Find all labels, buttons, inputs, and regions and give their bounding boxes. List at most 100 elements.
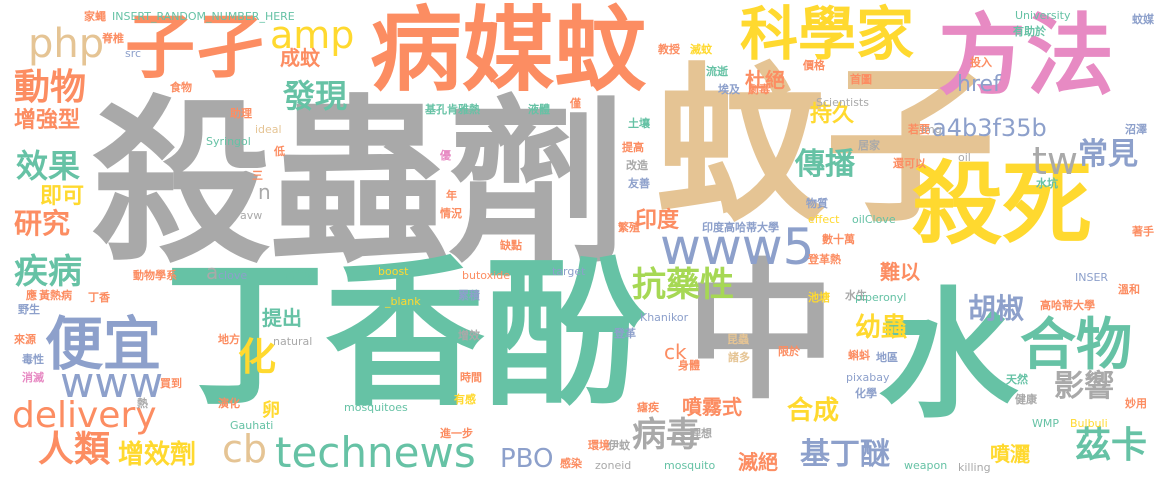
word: 繁殖: [618, 221, 640, 234]
word: 友善: [628, 177, 650, 190]
word: 難以: [880, 260, 920, 284]
word: 高哈蒂大學: [1040, 299, 1095, 312]
word: WMP: [1032, 417, 1060, 430]
word: weapon: [904, 459, 948, 472]
word: 滅絕: [738, 450, 778, 474]
word: 環境: [588, 439, 610, 452]
word: 伊蚊: [608, 439, 630, 452]
word: 蝌蚪: [848, 349, 870, 362]
word: 有感: [454, 393, 476, 406]
word: 提出: [262, 306, 302, 330]
word: 噴霧式: [682, 395, 742, 419]
word: a: [206, 260, 219, 284]
word: 液體: [528, 103, 550, 116]
word: 蚊子: [655, 48, 996, 246]
word: 感染: [560, 457, 582, 470]
word: 中: [686, 246, 837, 420]
word: technews: [275, 428, 476, 477]
word: 價格: [803, 59, 825, 72]
word: 傳播: [795, 147, 855, 182]
word: 有助於: [1013, 25, 1046, 38]
word: tw: [1032, 139, 1078, 183]
word: 劇毒: [748, 83, 770, 96]
word: 殺蟲劑: [92, 80, 626, 287]
word: 發現: [283, 77, 348, 115]
word: 著手: [1132, 225, 1154, 238]
word: University: [1015, 9, 1071, 22]
word: 胡椒: [968, 292, 1025, 325]
word: www5: [660, 218, 815, 276]
word: 方法: [938, 4, 1115, 107]
word: oilClove: [852, 213, 896, 226]
word: mosquitoes: [344, 401, 408, 414]
word: 物質: [806, 197, 828, 210]
word: avw: [240, 209, 263, 222]
word: 增強型: [14, 108, 81, 133]
word: 地方: [218, 333, 240, 346]
word: mosquito: [664, 459, 716, 472]
word: delivery: [12, 395, 157, 436]
word: 增效: [458, 329, 480, 342]
word: ck: [664, 340, 687, 364]
word: 茲卡: [1075, 425, 1148, 466]
word: 缺點: [500, 239, 522, 252]
word: 還可以: [893, 157, 926, 170]
word: 合物: [1020, 313, 1132, 378]
word: 食物: [170, 81, 192, 94]
word: 健康: [1015, 393, 1037, 406]
word: 丁香酚: [165, 241, 646, 428]
word: 卵: [262, 400, 280, 421]
word: _blank: [385, 295, 421, 308]
word: Scientists: [816, 96, 869, 109]
word: 身體: [678, 359, 700, 372]
word: 溫和: [1118, 283, 1140, 296]
word: 化學: [855, 387, 877, 400]
word: 低: [274, 145, 285, 158]
word: 科學家: [740, 0, 915, 68]
word: 研究: [14, 207, 71, 240]
word: 優: [440, 149, 451, 162]
word: 毒性: [22, 353, 44, 366]
word: natural: [273, 335, 313, 348]
word: PBO: [500, 444, 554, 474]
word: 影響: [1054, 369, 1114, 404]
word: 水: [878, 275, 1019, 438]
word: 助理: [230, 107, 252, 120]
word: killing: [958, 461, 991, 474]
word: 買到: [160, 377, 182, 390]
word: 若要: [908, 123, 930, 136]
word: 化: [238, 335, 277, 379]
word: 丁香: [88, 291, 110, 304]
word: 幼蟲: [855, 313, 908, 343]
word: 動物學系: [133, 269, 177, 282]
word: 流逝: [706, 65, 728, 78]
word: 土壤: [628, 117, 650, 130]
word: 脊椎: [102, 32, 124, 45]
word: zoneid: [595, 459, 632, 472]
word: 改造: [626, 159, 648, 172]
word: target: [552, 265, 586, 278]
word: 教授: [658, 43, 680, 56]
word: a4b3f35b: [932, 114, 1047, 142]
word: 印度: [635, 208, 680, 233]
word: cb: [222, 427, 268, 471]
word: 即可: [40, 184, 85, 209]
word: 殺死: [912, 152, 1092, 257]
word: effect: [808, 213, 840, 226]
word: 水生: [845, 289, 867, 302]
word: 增效劑: [118, 440, 197, 470]
word: 熱: [137, 397, 148, 410]
word: 地區: [876, 351, 898, 364]
word: 時間: [460, 371, 482, 384]
word: 進一步: [440, 427, 473, 440]
word: 家蠅: [84, 10, 106, 23]
word: 基孔肯雅熱: [425, 103, 480, 116]
word: 基丁醚: [800, 437, 890, 472]
word: clove: [218, 269, 248, 282]
word: Khanikor: [640, 311, 689, 324]
word: 人類: [38, 429, 111, 470]
word: 數十萬: [822, 233, 855, 246]
word: 便宜: [45, 310, 162, 378]
word: 野生: [18, 303, 40, 316]
word: 僅: [570, 97, 581, 110]
